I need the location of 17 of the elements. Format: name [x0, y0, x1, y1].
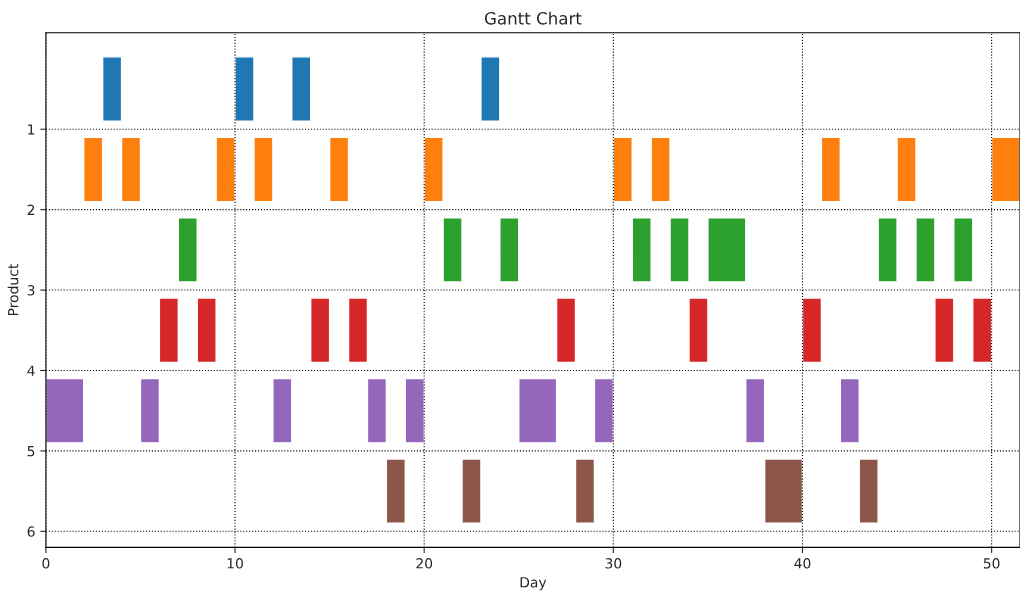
y-tick-label: 2: [27, 204, 35, 215]
x-tick-label: 10: [227, 558, 243, 569]
x-tick-label: 20: [416, 558, 433, 569]
bar: [896, 136, 917, 203]
x-tick-label: 50: [983, 558, 1000, 569]
x-tick-label: 0: [42, 558, 50, 569]
y-tick-label: 5: [27, 446, 35, 457]
y-tick-label: 1: [28, 124, 35, 135]
bar: [990, 136, 1020, 203]
y-tick-label: 6: [27, 526, 35, 537]
chart-title: Gantt Chart: [484, 11, 582, 25]
y-axis-title: Product: [7, 264, 19, 316]
y-tick-label: 4: [27, 365, 35, 376]
x-tick-label: 40: [794, 558, 811, 569]
x-axis-title: Day: [520, 577, 547, 591]
x-tick-label: 30: [605, 558, 622, 569]
y-tick-label: 3: [27, 285, 35, 296]
